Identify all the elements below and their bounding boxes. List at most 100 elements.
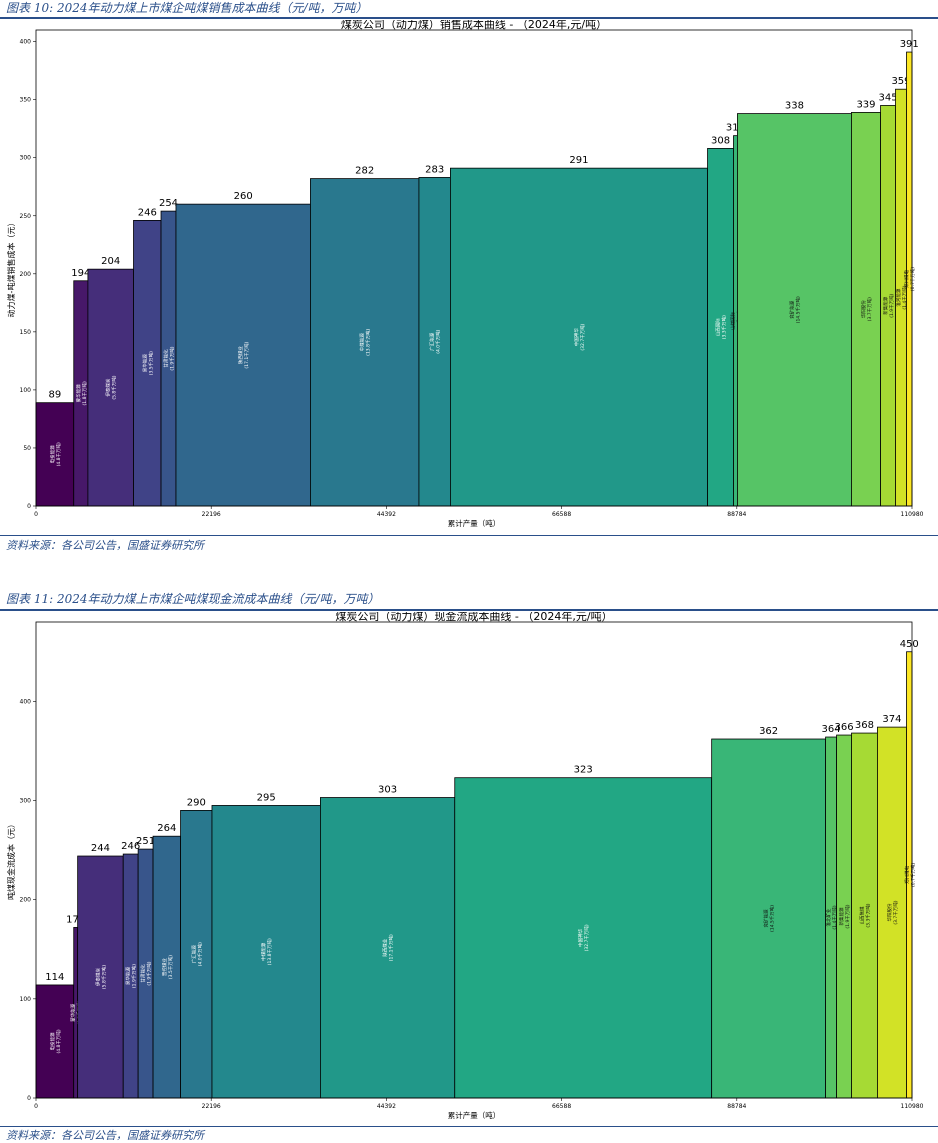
bar-annotation: 淮河能源 (1.4千万吨) <box>895 285 908 309</box>
x-tick-label: 88784 <box>727 511 746 518</box>
bar-output-label: (3.5千万吨) <box>167 955 174 979</box>
bar-annotation: 郑州煤电 (0.7千万吨) <box>903 863 916 887</box>
bar-company-label: 山煤国际 <box>729 311 736 329</box>
y-tick-label: 350 <box>20 97 32 104</box>
x-tick-label: 22196 <box>202 1103 221 1110</box>
bar-annotation: 中国神华 (32.7千万吨) <box>573 323 586 350</box>
bar-output-label: (4.8千万吨) <box>55 442 62 466</box>
bar-company-label: 新集能源 <box>838 907 845 925</box>
bar-annotation: 昊华能源 (3.5千万吨) <box>141 351 154 375</box>
bar-company-label: 蒙华能源 <box>70 1003 77 1021</box>
bar-value-label: 345 <box>878 92 897 103</box>
bar-company-label: 中煤能源 <box>359 333 366 351</box>
bar-annotation: 新集能源 (1.9千万吨) <box>882 293 895 317</box>
y-tick-label: 400 <box>20 698 32 705</box>
bar-company-label: 陕西煤业 <box>382 938 389 956</box>
bar-company-label: 山西国际 <box>715 318 722 336</box>
cost-bar <box>180 810 213 1099</box>
bar-annotation: 陕西煤业 (17.1千万吨) <box>237 341 250 368</box>
bar-company-label: 郑州煤电 <box>903 270 910 288</box>
bar-value-label: 282 <box>355 166 374 177</box>
figure-1-bottom-rule <box>0 535 938 536</box>
bar-annotation: 甘肃能化 (1.9千万吨) <box>140 961 153 985</box>
bar-output-label: (17.1千万吨) <box>243 341 250 368</box>
bar-output-label: (14.5千万吨) <box>794 296 801 323</box>
bar-output-label: (1.9千万吨) <box>888 293 895 317</box>
bar-annotation: 中煤能源 (13.8千万吨) <box>260 938 273 965</box>
bar-value-label: 114 <box>45 972 64 983</box>
cost-bar <box>320 797 456 1099</box>
bar-value-label: 251 <box>136 836 155 847</box>
cash-cost-curve-chart: 煤炭公司（动力煤）现金流成本曲线 - （2024年,元/吨） 114 电投能源 (4.… <box>6 612 924 1120</box>
bar-company-label: 昊华能源 <box>125 967 132 985</box>
plot-frame <box>35 29 913 507</box>
bar-company-label: 中国神华 <box>577 928 584 946</box>
figure-2-top-rule <box>0 609 938 611</box>
bar-output-label: (32.7千万吨) <box>583 924 590 951</box>
bar-value-label: 172 <box>66 914 85 925</box>
bar-annotation: 山西国际 (3.3千万吨) <box>715 315 728 339</box>
bar-value-label: 308 <box>711 135 730 146</box>
bar-value-label: 368 <box>855 720 874 731</box>
bar-value-label: 295 <box>257 792 276 803</box>
figure-1-source: 资料来源：各公司公告，国盛证券研究所 <box>6 539 204 552</box>
bar-company-label: 甘肃能化 <box>140 964 147 982</box>
bar-value-label: 391 <box>900 39 919 50</box>
bar-annotation: 伊泰煤炭 (5.8千万吨) <box>105 375 118 399</box>
bar-output-label: (3.3千万吨) <box>721 315 728 339</box>
bar-output-label: (4.8千万吨) <box>55 1029 62 1053</box>
figure-2-source: 资料来源：各公司公告，国盛证券研究所 <box>6 1129 204 1142</box>
bar-output-label: (1.9千万吨) <box>844 904 851 928</box>
x-tick-label: 66588 <box>552 1103 571 1110</box>
bar-annotation: 华阳股份 (3.7千万吨) <box>886 900 899 924</box>
bar-value-label: 374 <box>882 714 901 725</box>
cost-bar <box>211 805 321 1099</box>
y-tick-label: 400 <box>20 39 32 46</box>
bar-value-label: 264 <box>157 823 176 834</box>
bar-output-label: (3.7千万吨) <box>866 297 873 321</box>
y-tick-label: 250 <box>20 213 32 220</box>
bar-output-label: (17.1千万吨) <box>388 934 395 961</box>
x-axis-label: 累计产量（吨） <box>448 518 501 528</box>
y-tick-label: 300 <box>20 798 32 805</box>
bar-value-label: 366 <box>834 722 853 733</box>
bar-value-label: 319 <box>726 123 745 134</box>
bar-company-label: 广汇能源 <box>429 332 436 350</box>
y-tick-label: 200 <box>20 271 32 278</box>
bar-company-label: 山西焦煤 <box>858 906 865 924</box>
bar-output-label: (3.5千万吨) <box>147 351 154 375</box>
bar-annotation: 淮北矿业 (1.4千万吨) <box>825 905 838 929</box>
bar-company-label: 昊华能源 <box>141 354 148 372</box>
y-tick-label: 300 <box>20 155 32 162</box>
cost-bar <box>35 984 75 1099</box>
bar-company-label: 伊泰煤炭 <box>94 968 101 986</box>
bar-value-label: 89 <box>49 390 62 401</box>
bar-value-label: 246 <box>121 841 140 852</box>
bar-company-label: 伊泰煤炭 <box>105 378 112 396</box>
x-tick-label: 88784 <box>727 1103 746 1110</box>
bar-output-label: (0.7千万吨) <box>909 267 916 291</box>
bar-output-label: (0.7千万吨) <box>909 863 916 887</box>
bar-annotation: 电投能源 (4.8千万吨) <box>49 1029 62 1053</box>
bar-annotation: 中煤能源 (13.8千万吨) <box>359 329 372 356</box>
x-tick-label: 44392 <box>377 1103 396 1110</box>
x-tick-label: 66588 <box>552 511 571 518</box>
x-tick-label: 110980 <box>901 511 924 518</box>
bar-company-label: 兖矿能源 <box>788 300 795 318</box>
cost-bar <box>877 726 907 1099</box>
bar-annotation: 伊泰煤炭 (5.8千万吨) <box>94 965 107 989</box>
bar-value-label: 339 <box>856 99 875 110</box>
bar-value-label: 204 <box>101 256 120 267</box>
bar-value-label: 364 <box>822 724 841 735</box>
bar-company-label: 蒙华能源 <box>75 384 82 402</box>
bar-company-label: 甘肃能化 <box>163 349 170 367</box>
y-axis-label: 动力煤-吨煤销售成本（元） <box>6 219 16 318</box>
bar-annotation: 广汇能源 (4.0千万吨) <box>429 329 442 353</box>
bar-value-label: 359 <box>891 76 910 87</box>
figure-2-caption: 图表 11: 2024年动力煤上市煤企吨煤现金流成本曲线（元/吨，万吨） <box>6 592 380 606</box>
chart-title: 煤炭公司（动力煤）现金流成本曲线 - （2024年,元/吨） <box>335 612 612 623</box>
bar-value-label: 246 <box>138 207 157 218</box>
bar-output-label: (1.4千万吨) <box>831 905 838 929</box>
bar-annotation: 昊华能源 (1.9千万吨) <box>125 964 138 988</box>
cost-bar <box>711 738 826 1099</box>
